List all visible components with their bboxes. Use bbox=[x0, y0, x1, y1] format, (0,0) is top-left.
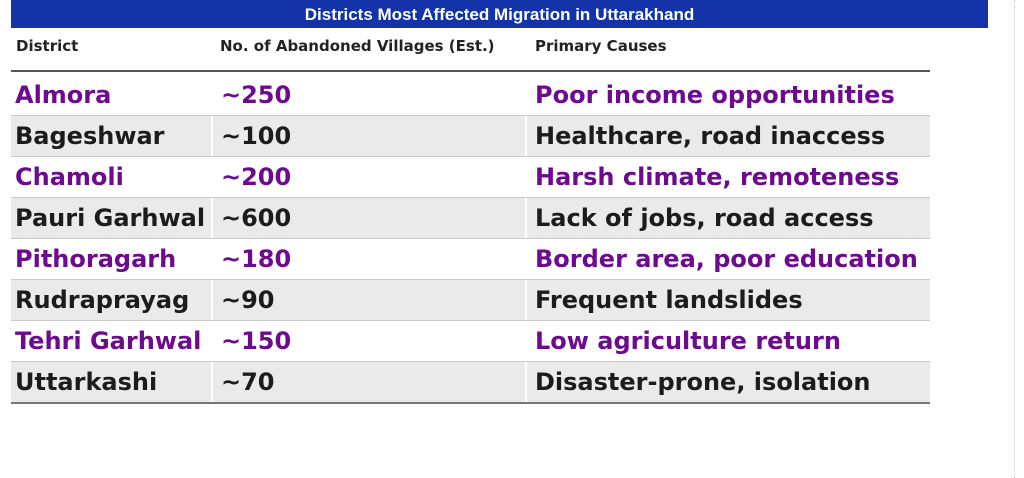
villages-cell: ~90 bbox=[221, 286, 275, 314]
table-row: Bageshwar ~100 Healthcare, road inaccess bbox=[11, 116, 930, 157]
column-divider bbox=[525, 362, 527, 402]
causes-cell: Healthcare, road inaccess bbox=[535, 122, 886, 150]
column-divider bbox=[211, 157, 213, 197]
column-divider bbox=[525, 75, 527, 115]
column-header-villages: No. of Abandoned Villages (Est.) bbox=[220, 37, 495, 55]
column-divider bbox=[525, 280, 527, 320]
district-cell: Bageshwar bbox=[15, 122, 165, 150]
table-row: Pithoragarh ~180 Border area, poor educa… bbox=[11, 239, 930, 280]
causes-cell: Border area, poor education bbox=[535, 245, 918, 273]
villages-cell: ~600 bbox=[221, 204, 292, 232]
header-divider bbox=[11, 70, 930, 72]
causes-cell: Lack of jobs, road access bbox=[535, 204, 874, 232]
column-header-causes: Primary Causes bbox=[535, 37, 667, 55]
causes-cell: Disaster-prone, isolation bbox=[535, 368, 871, 396]
column-divider bbox=[525, 321, 527, 361]
villages-cell: ~200 bbox=[221, 163, 292, 191]
villages-cell: ~150 bbox=[221, 327, 292, 355]
table-row: Uttarkashi ~70 Disaster-prone, isolation bbox=[11, 362, 930, 404]
column-divider bbox=[525, 157, 527, 197]
causes-cell: Frequent landslides bbox=[535, 286, 803, 314]
table-title: Districts Most Affected Migration in Utt… bbox=[11, 0, 988, 28]
column-divider bbox=[211, 198, 213, 238]
villages-cell: ~100 bbox=[221, 122, 292, 150]
column-divider bbox=[211, 321, 213, 361]
column-divider bbox=[525, 239, 527, 279]
villages-cell: ~250 bbox=[221, 81, 292, 109]
villages-cell: ~180 bbox=[221, 245, 292, 273]
column-header-district: District bbox=[16, 37, 79, 55]
villages-cell: ~70 bbox=[221, 368, 275, 396]
page-edge-rule bbox=[1014, 0, 1015, 478]
causes-cell: Low agriculture return bbox=[535, 327, 841, 355]
column-divider bbox=[525, 198, 527, 238]
column-divider bbox=[211, 280, 213, 320]
column-divider bbox=[211, 362, 213, 402]
table-row: Tehri Garhwal ~150 Low agriculture retur… bbox=[11, 321, 930, 362]
column-divider bbox=[525, 116, 527, 156]
district-cell: Uttarkashi bbox=[15, 368, 158, 396]
district-cell: Pithoragarh bbox=[15, 245, 177, 273]
causes-cell: Poor income opportunities bbox=[535, 81, 895, 109]
table-row: Chamoli ~200 Harsh climate, remoteness bbox=[11, 157, 930, 198]
table-row: Pauri Garhwal ~600 Lack of jobs, road ac… bbox=[11, 198, 930, 239]
column-divider bbox=[211, 116, 213, 156]
district-cell: Chamoli bbox=[15, 163, 124, 191]
table-body: Almora ~250 Poor income opportunities Ba… bbox=[11, 75, 930, 404]
table-row: Almora ~250 Poor income opportunities bbox=[11, 75, 930, 116]
table-row: Rudraprayag ~90 Frequent landslides bbox=[11, 280, 930, 321]
district-cell: Pauri Garhwal bbox=[15, 204, 206, 232]
district-cell: Almora bbox=[15, 81, 112, 109]
column-divider bbox=[211, 239, 213, 279]
district-cell: Rudraprayag bbox=[15, 286, 190, 314]
causes-cell: Harsh climate, remoteness bbox=[535, 163, 900, 191]
district-cell: Tehri Garhwal bbox=[15, 327, 202, 355]
column-divider bbox=[211, 75, 213, 115]
